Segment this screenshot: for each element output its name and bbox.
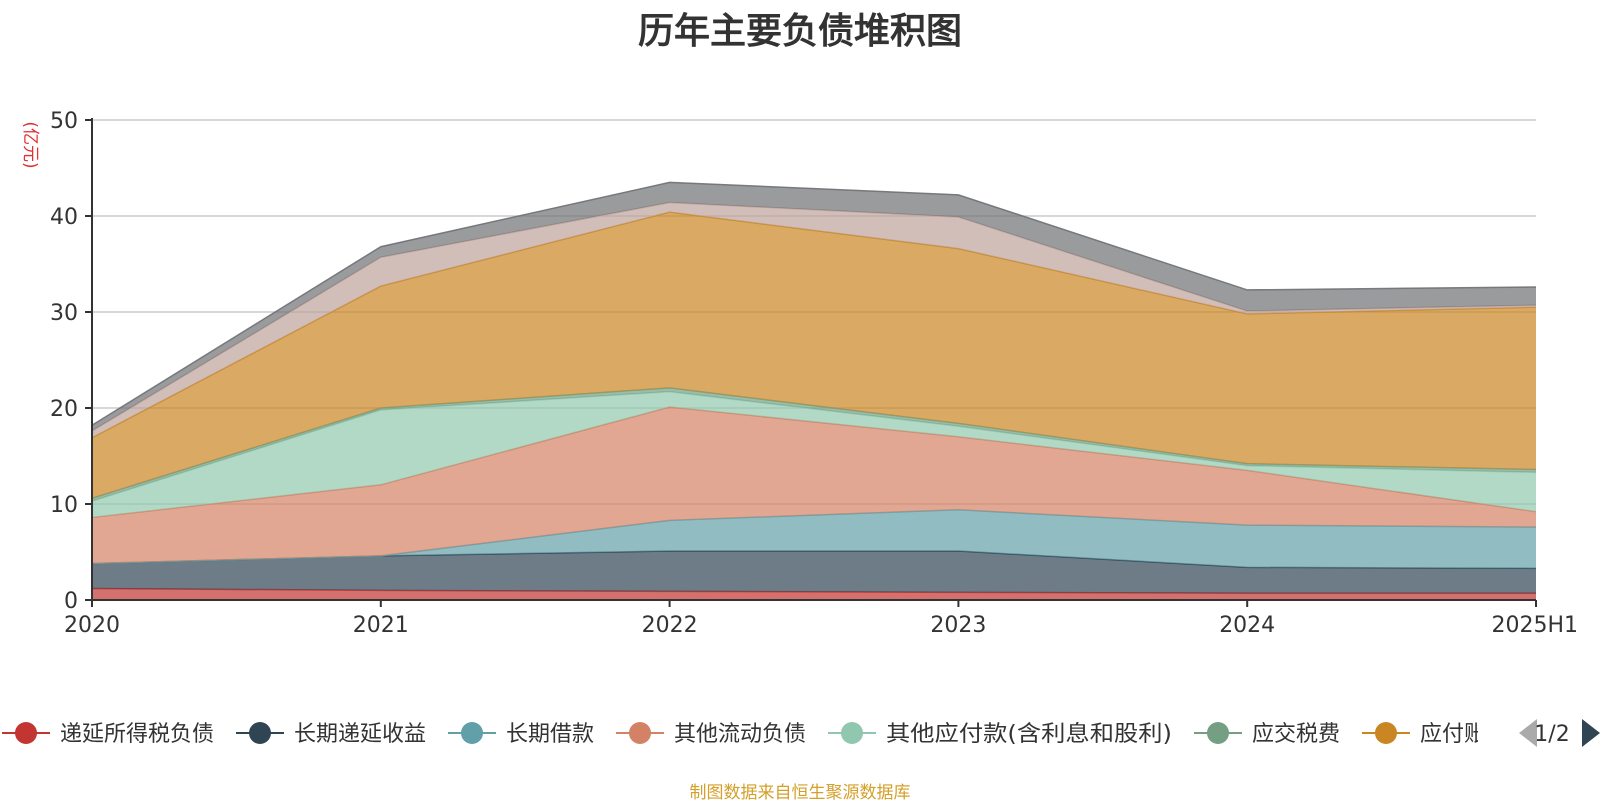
x-tick-label: 2022 — [642, 613, 698, 638]
legend-prev-page-icon[interactable] — [1519, 719, 1537, 747]
area-series-7 — [92, 202, 1536, 438]
data-source-note: 制图数据来自恒生聚源数据库 — [689, 783, 911, 803]
legend-item[interactable]: 长期递延收益 — [236, 722, 426, 747]
y-tick-label: 50 — [50, 109, 78, 134]
y-tick-label: 30 — [50, 301, 78, 326]
area-series-3 — [92, 407, 1536, 564]
area-series-1 — [92, 551, 1536, 594]
legend-label: 递延所得税负债 — [60, 722, 214, 747]
axes: 0 10 20 30 40 50 2020 2021 2022 2023 2024 2025H1 (亿元… — [20, 109, 1578, 638]
legend-next-page-icon[interactable] — [1582, 719, 1600, 747]
area-series-4 — [92, 391, 1536, 518]
x-tick-label: 2020 — [64, 613, 120, 638]
y-tick-label: 20 — [50, 397, 78, 422]
legend-marker — [15, 722, 37, 744]
area-line-8 — [91, 181, 1537, 426]
area-series-2 — [92, 509, 1536, 569]
legend-item[interactable]: 其他应付款(含利息和股利) — [828, 722, 1172, 747]
x-tick-label: 2021 — [353, 613, 409, 638]
legend-label: 长期递延收益 — [294, 722, 426, 747]
x-tick-label: 2024 — [1219, 613, 1275, 638]
legend-marker — [461, 722, 483, 744]
legend-item[interactable]: 长期借款 — [448, 722, 594, 747]
legend-label: 应付账款 — [1420, 722, 1508, 747]
y-unit-label: (亿元) — [20, 121, 40, 168]
x-tick-label: 2023 — [930, 613, 986, 638]
area-line-5 — [91, 387, 1537, 499]
x-tick-label: 2025H1 — [1491, 613, 1578, 638]
legend-item[interactable]: 应付账款 — [1362, 722, 1508, 747]
legend-marker — [841, 722, 863, 744]
legend-label: 长期借款 — [506, 722, 594, 747]
legend-label: 其他流动负债 — [674, 722, 806, 747]
legend-label: 应交税费 — [1252, 722, 1340, 747]
legend-marker — [1375, 722, 1397, 744]
y-tick-label: 40 — [50, 205, 78, 230]
y-tick-label: 10 — [50, 493, 78, 518]
chart-title: 历年主要负债堆积图 — [637, 11, 962, 52]
area-series-6 — [92, 212, 1536, 499]
area-series — [91, 181, 1537, 600]
legend-marker — [1207, 722, 1229, 744]
area-series-8 — [92, 182, 1536, 432]
legend-item[interactable]: 其他流动负债 — [616, 722, 806, 747]
legend-marker — [249, 722, 271, 744]
legend-item[interactable]: 应交税费 — [1194, 722, 1340, 747]
legend-item[interactable]: 递延所得税负债 — [2, 722, 214, 747]
legend-pager[interactable]: 1/2 — [1519, 719, 1600, 747]
legend-marker — [629, 722, 651, 744]
legend-page-indicator: 1/2 — [1534, 722, 1569, 747]
legend-label: 其他应付款(含利息和股利) — [886, 722, 1172, 747]
legend[interactable]: 递延所得税负债 长期递延收益 长期借款 其他流动负债 其他应付款(含利息和股利) 应交税费… — [2, 722, 1508, 747]
y-tick-label: 0 — [64, 589, 78, 614]
